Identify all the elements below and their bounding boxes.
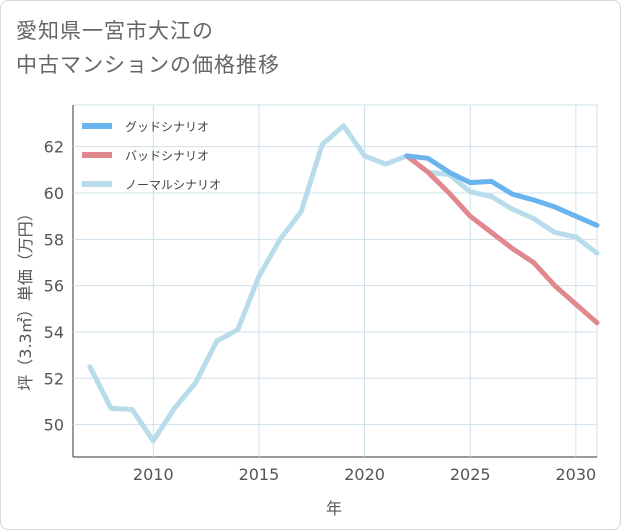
series-line-2 xyxy=(87,123,600,444)
x-tick-label: 2030 xyxy=(556,465,597,484)
x-tick-label: 2020 xyxy=(344,465,385,484)
y-tick-label: 54 xyxy=(44,323,64,342)
y-tick-label: 58 xyxy=(44,230,64,249)
title-line-2: 中古マンションの価格推移 xyxy=(16,53,280,77)
title-line-1: 愛知県一宮市大江の xyxy=(16,19,214,43)
x-tick-label: 2015 xyxy=(239,465,280,484)
x-axis-ticks: 2010 2015 2020 2025 2030 xyxy=(133,465,596,484)
series-line-1 xyxy=(404,153,600,326)
grid xyxy=(72,104,598,458)
y-axis-ticks: 50 52 54 56 58 60 62 xyxy=(44,138,64,435)
y-tick-label: 56 xyxy=(44,277,64,296)
x-axis-label: 年 xyxy=(326,499,342,518)
legend-label-1: バッドシナリオ xyxy=(125,149,209,163)
y-tick-label: 62 xyxy=(44,138,64,157)
series-line-0 xyxy=(404,153,600,228)
legend-label-2: ノーマルシナリオ xyxy=(125,178,221,192)
chart-title: 愛知県一宮市大江の 中古マンションの価格推移 xyxy=(16,14,280,82)
x-tick-label: 2010 xyxy=(133,465,174,484)
y-tick-label: 50 xyxy=(44,416,64,435)
y-axis-label: 坪（3.3㎡）単価（万円） xyxy=(16,205,35,390)
legend-label-0: グッドシナリオ xyxy=(125,120,209,134)
x-tick-label: 2025 xyxy=(450,465,491,484)
series-lines xyxy=(87,123,600,444)
y-tick-label: 60 xyxy=(44,184,64,203)
y-tick-label: 52 xyxy=(44,369,64,388)
